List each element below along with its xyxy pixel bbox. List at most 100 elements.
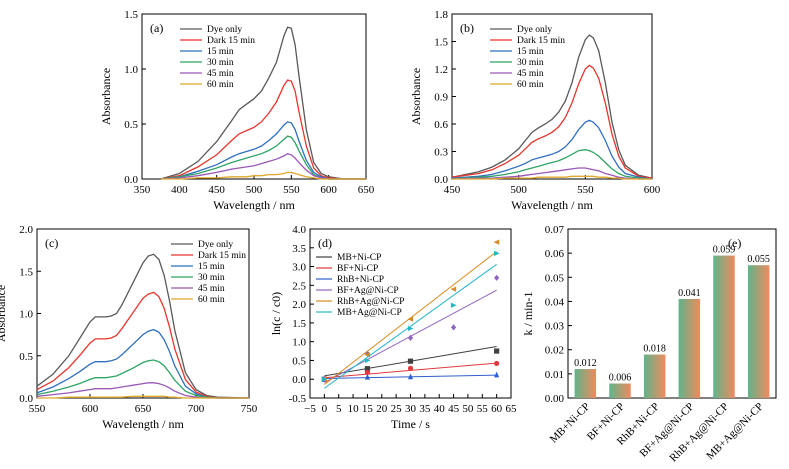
bar-value-label: 0.012 <box>574 358 597 369</box>
x-tick-label: 600 <box>644 184 661 196</box>
legend-entry: Dark 15 min <box>207 36 255 46</box>
y-tick-label: 2.5 <box>292 280 306 292</box>
data-point <box>450 286 457 292</box>
y-tick-label: 1.8 <box>434 9 448 21</box>
legend-entry: MB+Ag@Ni-CP <box>337 308 402 318</box>
panel-label: (a) <box>150 21 163 35</box>
fit-line <box>324 263 497 389</box>
data-point <box>407 325 414 332</box>
legend-entry: 30 min <box>198 273 225 283</box>
x-tick-label: 50 <box>462 403 474 415</box>
series-line-dark-15-min <box>451 64 653 179</box>
series-line-30-min <box>36 359 249 399</box>
series-line-dark-15-min <box>160 79 366 180</box>
x-tick-label: 35 <box>419 403 431 415</box>
x-tick-label: 600 <box>82 403 99 415</box>
series-line-60-min <box>160 171 366 180</box>
y-tick-label: 0.0 <box>434 174 448 186</box>
y-axis-label: Absorbance <box>409 68 423 125</box>
panel-label: (d) <box>318 236 332 250</box>
x-tick-label: 60 <box>491 403 503 415</box>
x-axis-label: Wavelength / nm <box>102 417 184 431</box>
y-axis-label: Absorbance <box>0 285 8 342</box>
data-point <box>364 366 371 372</box>
data-point <box>407 334 414 342</box>
y-tick-label: 4.0 <box>292 224 306 236</box>
x-tick-label: 65 <box>506 403 518 415</box>
panel-e: 0.00 0.01 0.02 0.03 0.04 0.05 0.06 0.07 k / min-… <box>521 224 777 464</box>
data-point <box>407 365 414 371</box>
series-line-60-min <box>37 395 249 399</box>
data-point <box>493 239 500 245</box>
x-tick-label: 45 <box>448 403 460 415</box>
x-tick-label: 750 <box>241 403 258 415</box>
series-line-15-min <box>451 119 653 180</box>
data-point <box>450 324 457 331</box>
y-tick-label: 1.5 <box>124 9 138 21</box>
legend-entry: BF+Ag@Ni-CP <box>337 286 399 296</box>
data-point <box>494 371 500 378</box>
y-tick-label: 1.0 <box>124 64 138 76</box>
panel-b: 0.0 0.3 0.6 0.9 1.2 1.5 1.8 450 500 550 600 Wavelen… <box>409 9 661 212</box>
x-tick-label: 500 <box>246 184 263 196</box>
y-tick-label: 0.5 <box>292 355 306 367</box>
bar-value-label: 0.059 <box>713 245 736 256</box>
x-tick-label: 55 <box>477 403 489 415</box>
data-point <box>494 348 500 354</box>
y-tick-label: 0.00 <box>545 393 565 405</box>
panel-d: -0.50.00.51.01.52.02.53.03.54.0−5 0 5 10 15 2… <box>269 224 517 431</box>
x-tick-label: 450 <box>208 184 225 196</box>
y-tick-label: 0.01 <box>545 369 564 381</box>
y-tick-label: 0.07 <box>545 224 565 236</box>
legend-entry: 45 min <box>198 284 225 294</box>
bar <box>747 265 770 398</box>
x-tick-label: 650 <box>135 403 152 415</box>
x-tick-label: 15 <box>362 403 374 415</box>
bar-value-label: 0.055 <box>747 254 770 265</box>
data-point <box>407 358 414 364</box>
panel-label: (e) <box>728 236 741 250</box>
series-line-45-min <box>36 382 249 399</box>
legend-entry: RhB+Ni-CP <box>337 275 384 285</box>
legend-entry: 60 min <box>198 295 225 305</box>
panel-label: (c) <box>45 236 58 250</box>
legend-entry: MB+Ni-CP <box>337 253 381 263</box>
series-line-dye-only <box>36 253 250 399</box>
legend-entry: Dye only <box>207 25 242 35</box>
bar <box>713 255 735 398</box>
y-tick-label: 0.04 <box>545 296 565 308</box>
panel-label: (b) <box>460 21 474 35</box>
bar <box>678 299 701 398</box>
data-point <box>364 357 371 364</box>
x-tick-label: 600 <box>320 184 337 196</box>
x-tick-label: 40 <box>434 403 446 415</box>
y-tick-label: 1.0 <box>292 337 306 349</box>
y-axis-label: k / min-1 <box>521 292 535 336</box>
y-tick-label: 0.0 <box>292 374 306 386</box>
x-category-label: MB+Ni-CP <box>548 401 593 446</box>
x-axis-label: Wavelength / nm <box>511 198 593 212</box>
legend-entry: Dye only <box>198 240 233 250</box>
data-point <box>407 316 414 322</box>
legend-entry: 60 min <box>517 80 544 90</box>
y-tick-label: 2.0 <box>292 299 306 311</box>
series-line-15-min <box>36 328 249 399</box>
x-tick-label: 500 <box>510 184 527 196</box>
legend-entry: BF+Ni-CP <box>337 264 378 274</box>
y-tick-label: 1.5 <box>434 37 448 49</box>
x-tick-label: 550 <box>577 184 594 196</box>
x-axis-label: Time / s <box>391 417 430 431</box>
x-tick-label: 400 <box>171 184 188 196</box>
bar-value-label: 0.006 <box>609 373 632 384</box>
x-tick-label: 350 <box>134 184 151 196</box>
series-line-dye-only <box>160 26 366 180</box>
x-tick-label: 0 <box>322 403 328 415</box>
y-tick-label: 0.03 <box>545 321 565 333</box>
y-tick-label: 0.0 <box>124 174 138 186</box>
series-line-15-min <box>160 121 366 180</box>
bar <box>643 354 666 398</box>
series-line-45-min <box>451 167 652 180</box>
data-point <box>321 376 328 382</box>
x-tick-label: 30 <box>405 403 417 415</box>
